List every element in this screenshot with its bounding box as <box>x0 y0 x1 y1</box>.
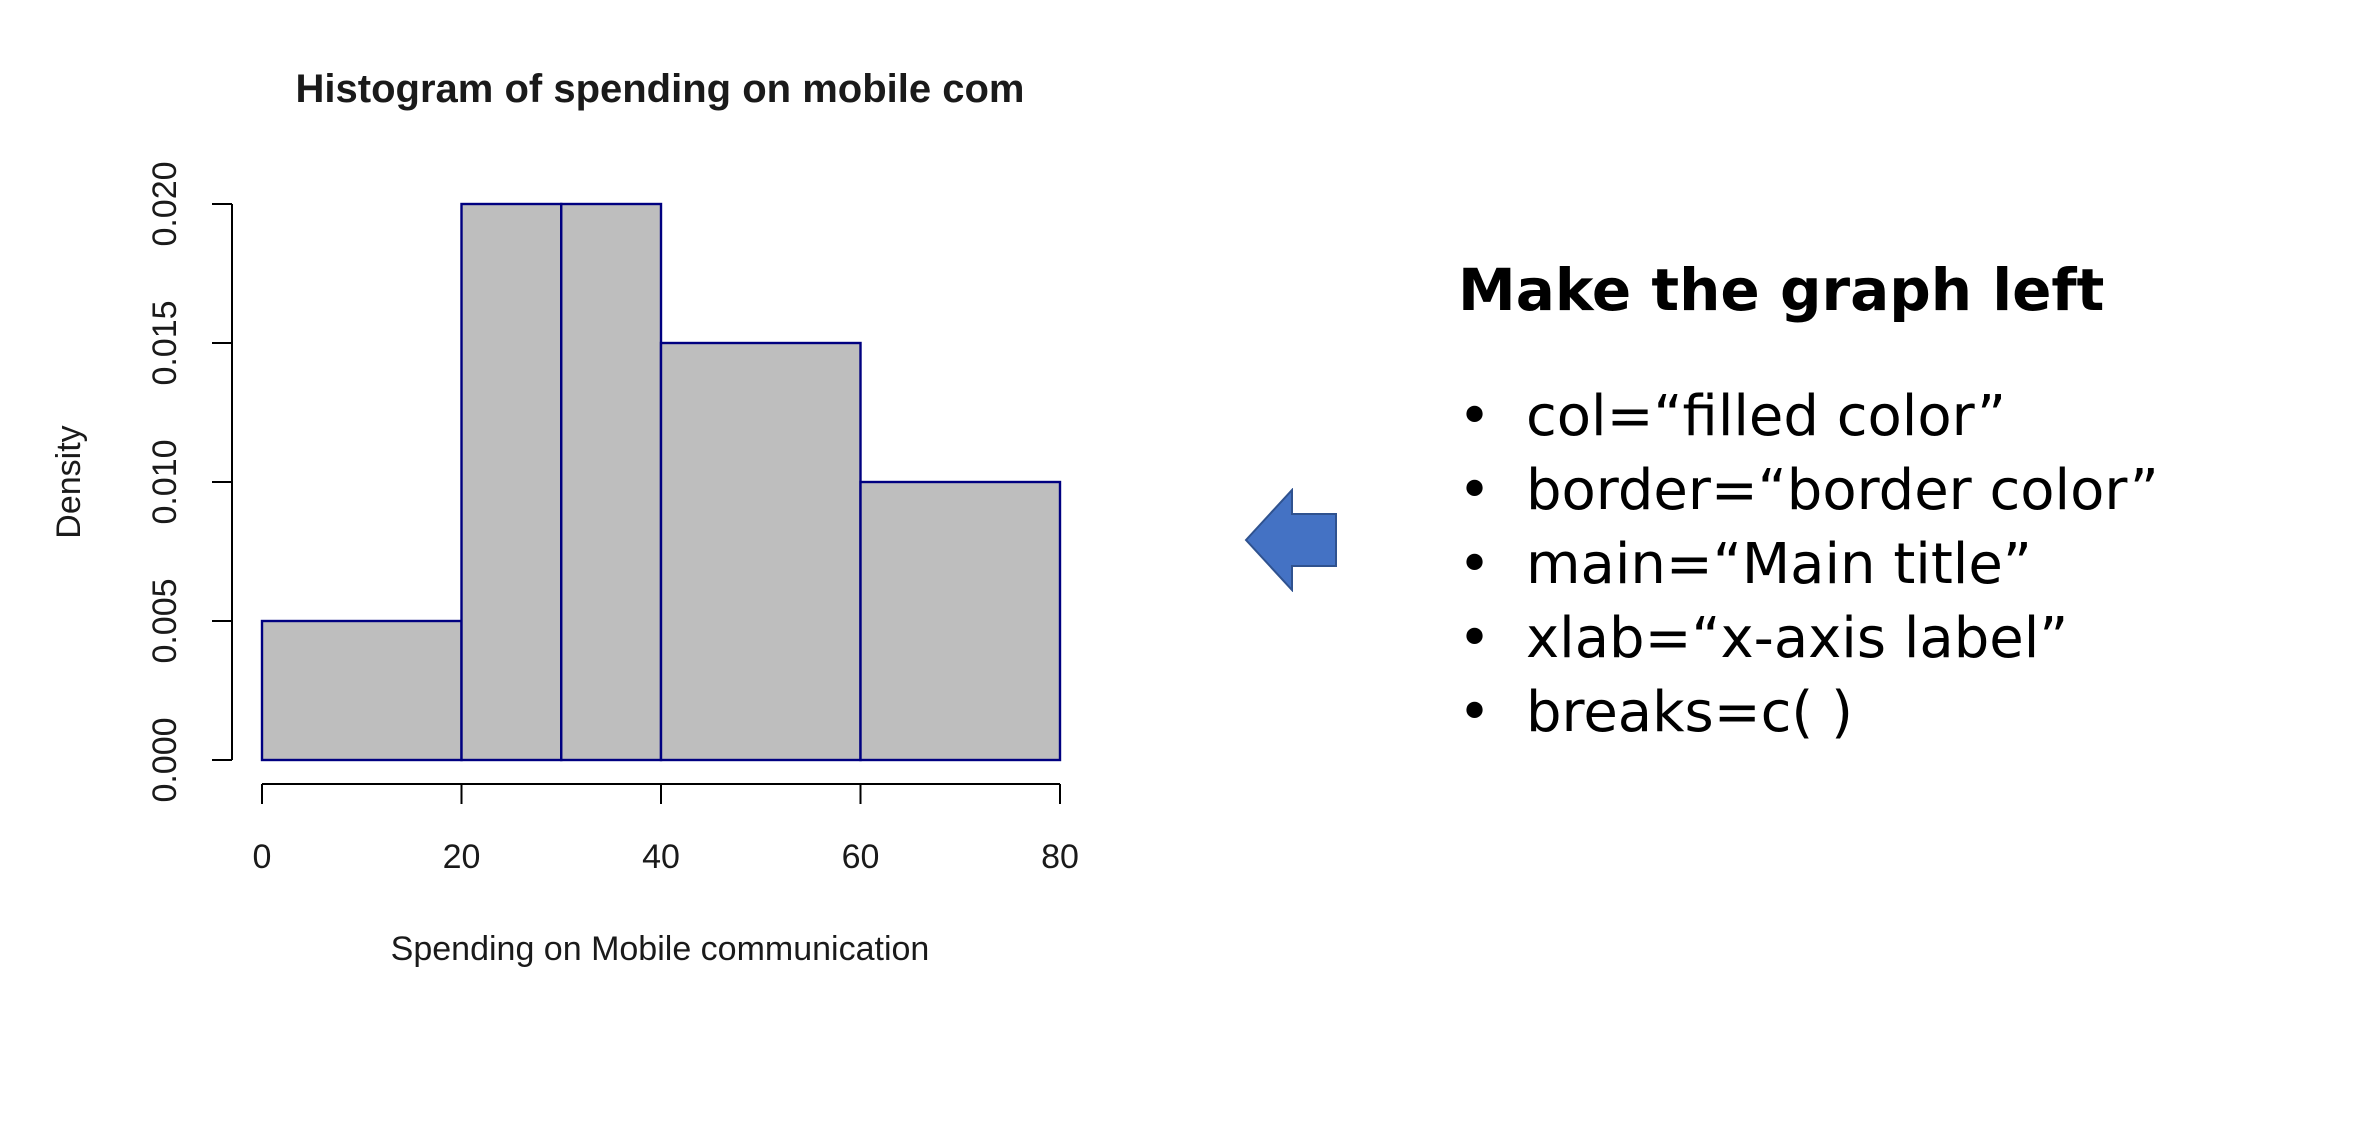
y-axis-label: Density <box>50 425 88 538</box>
x-tick-label: 80 <box>1041 838 1079 876</box>
x-tick-label: 0 <box>253 838 272 876</box>
y-tick-label: 0.020 <box>146 161 184 246</box>
chart-title: Histogram of spending on mobile com <box>296 67 1025 111</box>
x-tick-label: 40 <box>642 838 680 876</box>
bullet-icon: • <box>1458 680 1492 745</box>
x-tick-label: 60 <box>842 838 880 876</box>
y-tick-label: 0.015 <box>146 300 184 385</box>
notes-item-text: col=“filled color” <box>1526 384 2006 449</box>
histogram-bar <box>659 341 862 762</box>
notes-list-item: • xlab=“x-axis label” <box>1458 602 2338 676</box>
left-arrow-icon <box>1244 488 1337 592</box>
histogram-bar <box>859 480 1062 762</box>
notes-panel: Make the graph left • col=“filled color” •… <box>1458 250 2338 750</box>
notes-list: • col=“filled color” • border=“border color… <box>1458 380 2338 750</box>
histogram-chart: Histogram of spending on mobile com 0.00… <box>50 67 1079 968</box>
x-tick-label: 20 <box>443 838 481 876</box>
y-tick-label: 0.005 <box>146 578 184 663</box>
y-axis: 0.000 0.005 0.010 0.015 0.020 <box>146 161 233 803</box>
x-axis: 0 20 40 60 80 <box>253 783 1079 876</box>
y-tick-label: 0.000 <box>146 717 184 802</box>
notes-list-item: • main=“Main title” <box>1458 528 2338 602</box>
bullet-icon: • <box>1458 532 1492 597</box>
x-axis-label: Spending on Mobile communication <box>391 930 930 968</box>
notes-item-text: xlab=“x-axis label” <box>1526 606 2069 671</box>
y-tick-label: 0.010 <box>146 439 184 524</box>
histogram-bar <box>260 619 463 762</box>
histogram-bar <box>460 202 563 762</box>
notes-item-text: breaks=c( ) <box>1526 680 1853 745</box>
notes-item-text: main=“Main title” <box>1526 532 2032 597</box>
bullet-icon: • <box>1458 384 1492 449</box>
bullet-icon: • <box>1458 606 1492 671</box>
notes-list-item: • border=“border color” <box>1458 454 2338 528</box>
arrow-shape <box>1244 488 1337 592</box>
notes-heading: Make the graph left <box>1458 256 2105 324</box>
histogram-bar <box>560 202 663 762</box>
bullet-icon: • <box>1458 458 1492 523</box>
notes-item-text: border=“border color” <box>1526 458 2159 523</box>
notes-list-item: • col=“filled color” <box>1458 380 2338 454</box>
bars-group <box>260 202 1062 762</box>
notes-list-item: • breaks=c( ) <box>1458 676 2338 750</box>
